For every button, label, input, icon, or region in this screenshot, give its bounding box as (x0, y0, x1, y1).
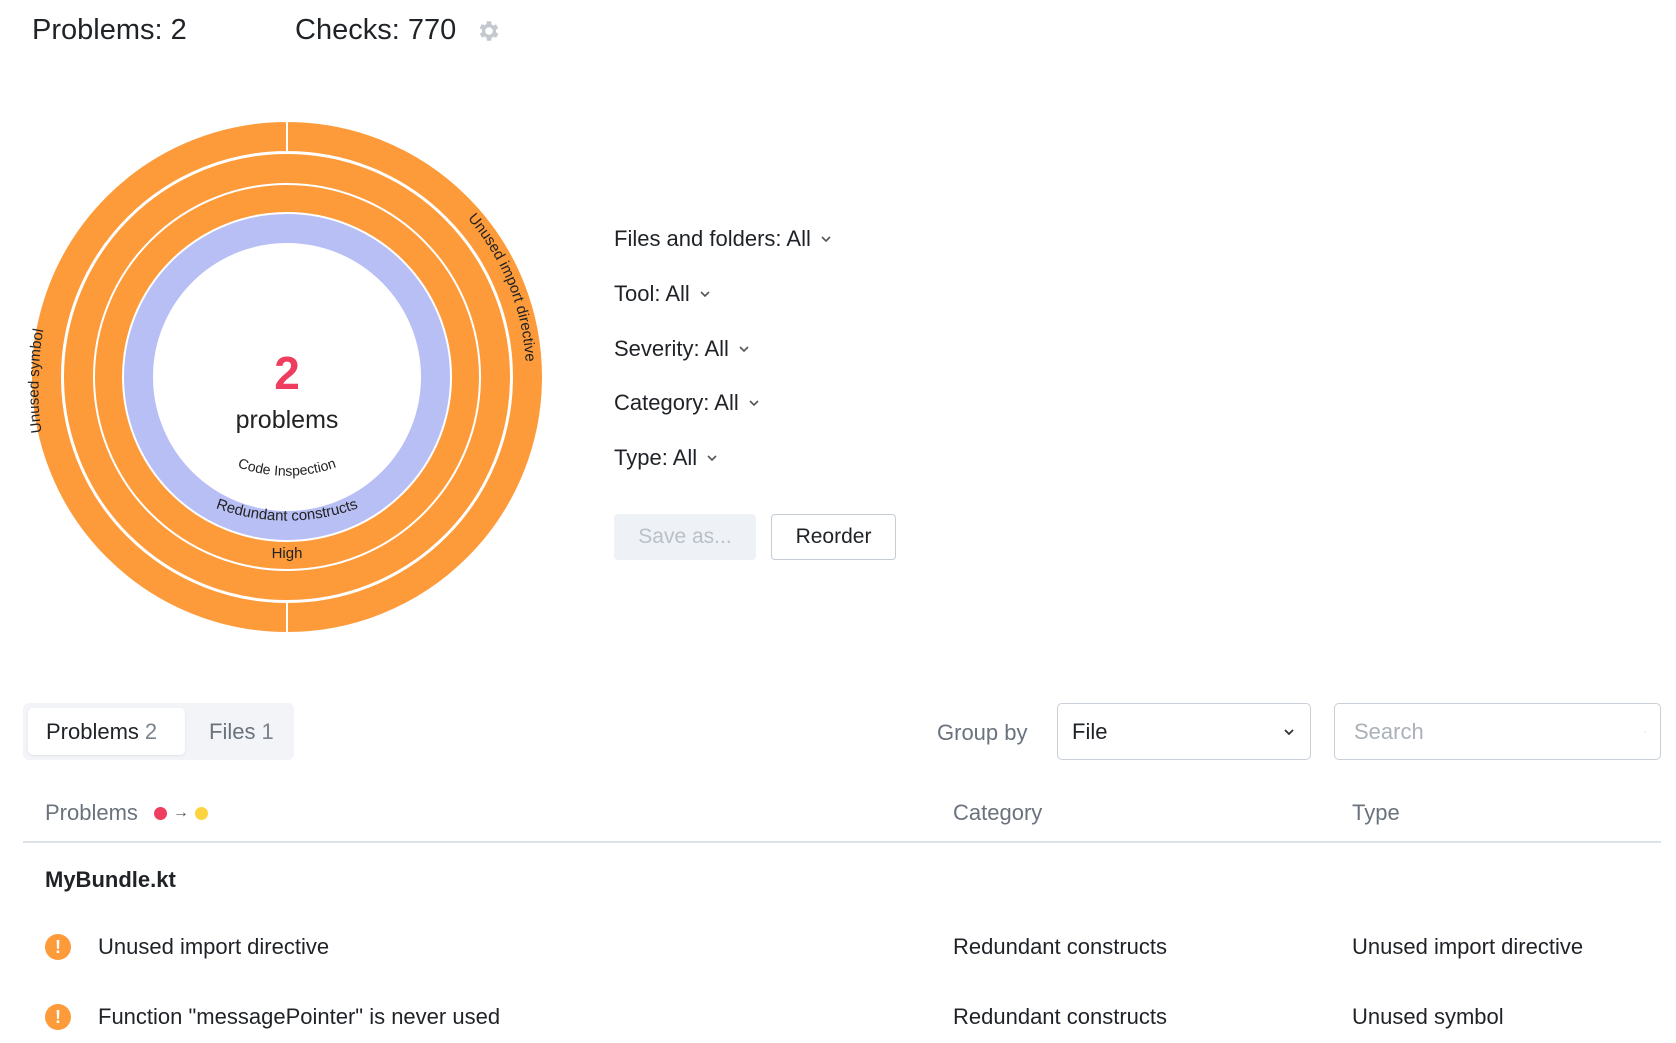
ring-label-severity: High (272, 545, 303, 562)
gear-icon[interactable] (476, 18, 502, 44)
sunburst-segment-tool-0[interactable] (124, 214, 450, 540)
filter-label: Files and folders: All (614, 226, 811, 251)
sunburst-segment-severity-0[interactable] (95, 185, 479, 569)
chevron-down-icon (1284, 728, 1294, 735)
tab-label: Problems (46, 718, 139, 744)
warning-icon: ! (45, 1004, 71, 1030)
header-divider (23, 841, 1661, 843)
chevron-down-icon (739, 346, 749, 353)
column-header-problems[interactable]: Problems → (45, 800, 208, 826)
chevron-down-icon (821, 236, 831, 243)
group-by-select[interactable]: File (1057, 703, 1311, 760)
filter-label: Tool: All (614, 281, 690, 306)
filter-dropdown[interactable]: Severity: All (614, 336, 751, 362)
warning-icon: ! (45, 934, 71, 960)
column-header-category[interactable]: Category (953, 800, 1043, 825)
problem-cell: Unused import directive (98, 934, 330, 959)
center-value: 2 (274, 347, 300, 399)
center-label: problems (236, 406, 339, 434)
type-cell: Unused import directive (1352, 934, 1584, 959)
category-cell: Redundant constructs (953, 934, 1168, 959)
chevron-down-icon (707, 455, 717, 462)
tab-label: Files (209, 718, 256, 744)
problems-count: Problems: 2 (32, 14, 187, 46)
filter-label: Type: All (614, 445, 698, 470)
sunburst-segment-category-0[interactable] (64, 154, 510, 600)
group-by-label: Group by (937, 720, 1028, 745)
filter-dropdown[interactable]: Category: All (614, 390, 761, 416)
tab-count: 1 (261, 718, 274, 744)
search-input[interactable] (1352, 717, 1644, 746)
column-label: Problems (45, 800, 138, 825)
search-box (1334, 703, 1661, 760)
ring-label-type-2: Unused symbol (27, 327, 47, 434)
filter-dropdown[interactable]: Type: All (614, 445, 719, 471)
type-cell: Unused symbol (1352, 1004, 1504, 1029)
chevron-down-icon (700, 291, 710, 298)
filter-label: Severity: All (614, 336, 729, 361)
chevron-down-icon (749, 400, 759, 407)
search-icon[interactable] (1644, 722, 1646, 742)
reorder-button[interactable]: Reorder (771, 514, 896, 560)
filter-dropdown[interactable]: Files and folders: All (614, 226, 833, 252)
sunburst-chart: Code Inspection High Redundant construct… (27, 119, 544, 635)
svg-text:Code Inspection: Code Inspection (236, 455, 337, 479)
svg-text:Unused symbol: Unused symbol (27, 327, 47, 434)
tab-files[interactable]: Files 1 (209, 708, 274, 755)
filter-dropdown[interactable]: Tool: All (614, 281, 712, 307)
file-group-header[interactable]: MyBundle.kt (45, 867, 176, 892)
arrow-right-icon: → (172, 804, 189, 821)
view-tabs: Problems 2 Files 1 (23, 703, 294, 760)
category-cell: Redundant constructs (953, 1004, 1168, 1029)
tab-count: 2 (144, 718, 158, 744)
sunburst-segment-type-1[interactable] (30, 119, 288, 635)
tab-problems[interactable]: Problems 2 (28, 708, 185, 755)
save-as-button[interactable]: Save as... (614, 514, 756, 560)
ring-label-tool: Code Inspection (236, 455, 337, 479)
filter-label: Category: All (614, 390, 739, 415)
column-header-type[interactable]: Type (1352, 800, 1400, 825)
problem-cell: Function "messagePointer" is never used (98, 1004, 501, 1029)
checks-count: Checks: 770 (295, 14, 457, 46)
severity-high-dot (153, 806, 167, 820)
group-by-value: File (1072, 718, 1108, 744)
severity-low-dot (194, 806, 208, 820)
